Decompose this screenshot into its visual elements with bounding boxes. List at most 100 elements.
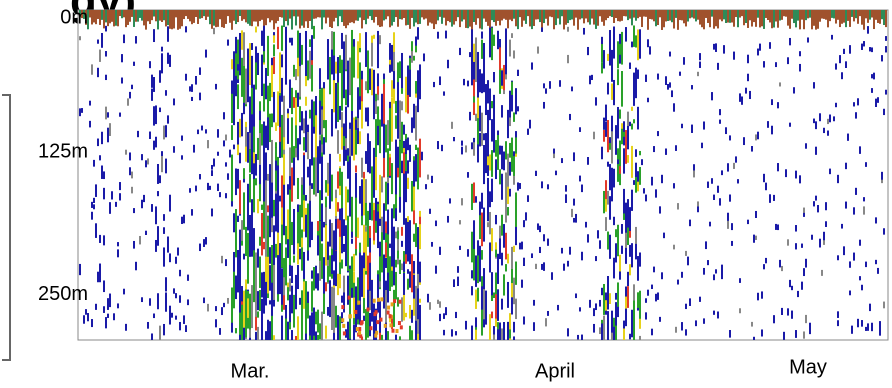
echo-streak — [245, 68, 247, 105]
echo-streak — [647, 97, 649, 103]
echo-streak — [295, 68, 297, 81]
echo-streak — [151, 88, 153, 101]
echo-streak — [483, 144, 485, 175]
echo-streak — [363, 224, 365, 253]
echo-streak — [417, 227, 419, 265]
echo-streak — [571, 208, 573, 218]
echo-streak — [505, 10, 507, 20]
echo-streak — [265, 67, 267, 100]
echo-streak — [245, 302, 247, 338]
echo-streak — [169, 253, 171, 263]
echo-streak — [143, 194, 145, 203]
echo-streak — [771, 99, 773, 106]
echo-streak — [447, 215, 449, 223]
echo-streak — [621, 31, 623, 65]
echo-streak — [609, 196, 611, 220]
echo-streak — [385, 290, 387, 331]
echo-streak — [643, 10, 645, 17]
echo-streak — [386, 310, 390, 315]
echo-streak — [311, 60, 313, 65]
echo-streak — [625, 130, 627, 164]
echo-streak — [315, 115, 317, 158]
echo-streak — [879, 327, 881, 336]
echo-streak — [173, 10, 175, 29]
echo-streak — [361, 212, 363, 226]
echo-streak — [773, 10, 775, 28]
echo-streak — [869, 303, 871, 312]
echo-streak — [239, 180, 241, 215]
echo-streak — [307, 230, 309, 251]
echo-streak — [701, 142, 703, 149]
echo-streak — [163, 323, 165, 335]
echo-streak — [339, 153, 341, 162]
echo-streak — [337, 287, 339, 296]
echo-streak — [109, 123, 111, 136]
echo-streak — [413, 10, 415, 27]
echo-streak — [151, 10, 153, 21]
echo-streak — [219, 328, 221, 335]
echo-streak — [767, 121, 769, 128]
echo-streak — [191, 209, 193, 216]
echo-streak — [253, 152, 255, 165]
echo-streak — [185, 73, 187, 81]
echo-streak — [187, 10, 189, 19]
echo-streak — [335, 61, 337, 74]
echo-streak — [409, 55, 411, 97]
echo-streak — [365, 151, 367, 164]
echo-streak — [171, 10, 173, 30]
echo-streak — [763, 173, 765, 183]
echo-streak — [737, 10, 739, 28]
echo-streak — [349, 128, 351, 157]
echo-streak — [563, 263, 565, 271]
echo-streak — [851, 325, 853, 334]
echo-streak — [233, 51, 235, 78]
echo-streak — [357, 305, 359, 320]
echo-streak — [93, 159, 95, 167]
echo-streak — [735, 10, 737, 18]
echo-streak — [609, 10, 611, 17]
echo-streak — [633, 180, 635, 185]
echo-streak — [395, 329, 399, 334]
echo-streak — [365, 179, 367, 204]
echo-streak — [565, 10, 567, 25]
echo-streak — [271, 113, 273, 128]
echo-streak — [253, 241, 255, 282]
echo-streak — [387, 272, 389, 303]
echo-streak — [325, 282, 327, 292]
echo-streak — [515, 131, 517, 138]
echo-streak — [417, 10, 419, 25]
echo-streak — [713, 274, 715, 281]
echo-streak — [379, 266, 381, 290]
echo-streak — [167, 115, 169, 124]
echo-streak — [673, 103, 675, 112]
echo-streak — [459, 47, 461, 56]
echo-streak — [399, 188, 401, 213]
echo-streak — [347, 60, 349, 87]
echo-streak — [579, 307, 581, 312]
echo-streak — [273, 199, 275, 217]
echo-streak — [229, 10, 231, 23]
echo-streak — [297, 204, 299, 215]
echo-streak — [87, 313, 89, 322]
echo-streak — [111, 191, 113, 200]
echo-streak — [291, 265, 293, 284]
echo-streak — [91, 10, 93, 25]
echo-streak — [199, 67, 201, 75]
echo-streak — [389, 157, 391, 176]
echo-streak — [291, 117, 293, 149]
echo-streak — [301, 237, 303, 248]
echo-streak — [405, 171, 407, 203]
echo-streak — [79, 108, 81, 117]
echo-streak — [321, 243, 323, 279]
echo-streak — [633, 300, 635, 326]
echo-streak — [437, 31, 439, 39]
echo-streak — [489, 314, 491, 340]
echo-streak — [607, 275, 609, 310]
echo-streak — [137, 10, 139, 22]
echo-streak — [399, 61, 401, 79]
echo-streak — [613, 326, 615, 340]
echo-streak — [247, 232, 249, 267]
echo-streak — [491, 27, 493, 61]
echo-streak — [89, 10, 91, 18]
echo-streak — [303, 137, 305, 151]
